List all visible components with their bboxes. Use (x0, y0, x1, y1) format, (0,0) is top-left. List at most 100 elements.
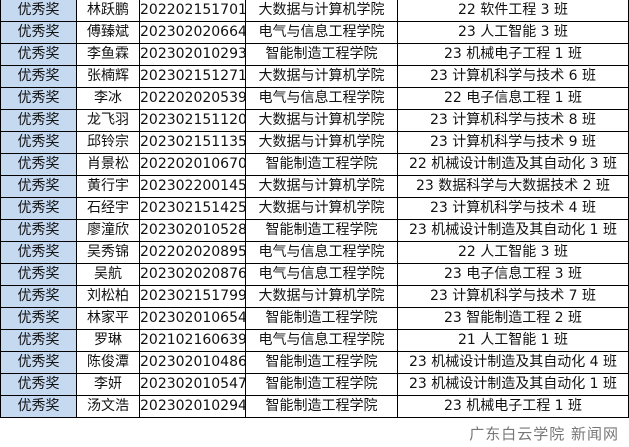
award-cell: 优秀奖 (0, 131, 77, 154)
award-cell: 优秀奖 (0, 109, 77, 132)
table-row: 优秀奖 吴航 202302020876 电气与信息工程学院 23 电子信息工程 3 班 (0, 263, 629, 286)
college-cell: 电气与信息工程学院 (245, 329, 398, 352)
student-id-cell: 202302151425 (139, 197, 246, 220)
name-cell: 张楠辉 (76, 65, 140, 88)
name-cell: 刘松柏 (76, 285, 140, 308)
award-cell: 优秀奖 (0, 219, 77, 242)
table-row: 优秀奖 邱铃宗 202302151135 大数据与计算机学院 23 计算机科学与技术 9… (0, 131, 629, 154)
award-cell: 优秀奖 (0, 329, 77, 352)
student-id-cell: 202302010486 (139, 351, 246, 374)
table-body: 优秀奖 林跃鹏 202202151701 大数据与计算机学院 22 软件工程 3 班优秀… (0, 0, 629, 418)
student-id-cell: 202302010294 (139, 395, 246, 418)
college-cell: 电气与信息工程学院 (245, 21, 398, 44)
college-cell: 电气与信息工程学院 (245, 87, 398, 110)
student-id-cell: 202202010670 (139, 153, 246, 176)
student-id-cell: 202102160639 (139, 329, 246, 352)
award-cell: 优秀奖 (0, 65, 77, 88)
award-cell: 优秀奖 (0, 87, 77, 110)
award-cell: 优秀奖 (0, 241, 77, 264)
award-cell: 优秀奖 (0, 153, 77, 176)
college-cell: 智能制造工程学院 (245, 153, 398, 176)
name-cell: 吴秀锦 (76, 241, 140, 264)
class-cell: 23 机械设计制造及其自动化 1 班 (397, 373, 629, 396)
student-id-cell: 202302151135 (139, 131, 246, 154)
table-row: 优秀奖 陈俊潭 202302010486 智能制造工程学院 23 机械设计制造及其自动化… (0, 351, 629, 374)
student-id-cell: 202302020876 (139, 263, 246, 286)
student-id-cell: 202302010528 (139, 219, 246, 242)
college-cell: 大数据与计算机学院 (245, 65, 398, 88)
class-cell: 23 人工智能 3 班 (397, 21, 629, 44)
class-cell: 22 人工智能 3 班 (397, 241, 629, 264)
class-cell: 23 机械电子工程 1 班 (397, 43, 629, 66)
college-cell: 大数据与计算机学院 (245, 285, 398, 308)
class-cell: 23 机械电子工程 1 班 (397, 395, 629, 418)
award-cell: 优秀奖 (0, 197, 77, 220)
class-cell: 23 数据科学与大数据技术 2 班 (397, 175, 629, 198)
table-row: 优秀奖 张楠辉 202302151271 大数据与计算机学院 23 计算机科学与技术 6… (0, 65, 629, 88)
name-cell: 李鱼霖 (76, 43, 140, 66)
award-cell: 优秀奖 (0, 395, 77, 418)
college-cell: 智能制造工程学院 (245, 307, 398, 330)
college-cell: 大数据与计算机学院 (245, 175, 398, 198)
table-row: 优秀奖 汤文浩 202302010294 智能制造工程学院 23 机械电子工程 1 班 (0, 395, 629, 418)
class-cell: 23 计算机科学与技术 4 班 (397, 197, 629, 220)
name-cell: 黄行宇 (76, 175, 140, 198)
student-id-cell: 202202020895 (139, 241, 246, 264)
class-cell: 23 智能制造工程 2 班 (397, 307, 629, 330)
award-cell: 优秀奖 (0, 351, 77, 374)
table-row: 优秀奖 罗琳 202102160639 电气与信息工程学院 21 人工智能 1 班 (0, 329, 629, 352)
class-cell: 23 计算机科学与技术 7 班 (397, 285, 629, 308)
student-id-cell: 202302151120 (139, 109, 246, 132)
student-id-cell: 202302200145 (139, 175, 246, 198)
name-cell: 肖景松 (76, 153, 140, 176)
class-cell: 23 计算机科学与技术 6 班 (397, 65, 629, 88)
table-row: 优秀奖 廖潼欣 202302010528 智能制造工程学院 23 机械设计制造及其自动化… (0, 219, 629, 242)
name-cell: 李冰 (76, 87, 140, 110)
college-cell: 智能制造工程学院 (245, 395, 398, 418)
table-row: 优秀奖 吴秀锦 202202020895 电气与信息工程学院 22 人工智能 3 班 (0, 241, 629, 264)
award-cell: 优秀奖 (0, 263, 77, 286)
class-cell: 22 电子信息工程 1 班 (397, 87, 629, 110)
table-row: 优秀奖 黄行宇 202302200145 大数据与计算机学院 23 数据科学与大数据技术… (0, 175, 629, 198)
student-id-cell: 202302010547 (139, 373, 246, 396)
award-cell: 优秀奖 (0, 285, 77, 308)
student-id-cell: 202202020539 (139, 87, 246, 110)
college-cell: 大数据与计算机学院 (245, 0, 398, 22)
student-id-cell: 202202151701 (139, 0, 246, 22)
name-cell: 汤文浩 (76, 395, 140, 418)
student-id-cell: 202302010293 (139, 43, 246, 66)
college-cell: 大数据与计算机学院 (245, 131, 398, 154)
table-row: 优秀奖 傅臻斌 202302020664 电气与信息工程学院 23 人工智能 3 班 (0, 21, 629, 44)
class-cell: 22 软件工程 3 班 (397, 0, 629, 22)
student-id-cell: 202302010654 (139, 307, 246, 330)
award-list-table: 优秀奖 林跃鹏 202202151701 大数据与计算机学院 22 软件工程 3 班优秀… (0, 0, 629, 418)
award-cell: 优秀奖 (0, 373, 77, 396)
table-row: 优秀奖 刘松柏 202302151799 大数据与计算机学院 23 计算机科学与技术 7… (0, 285, 629, 308)
student-id-cell: 202302151271 (139, 65, 246, 88)
table-row: 优秀奖 李鱼霖 202302010293 智能制造工程学院 23 机械电子工程 1 班 (0, 43, 629, 66)
college-cell: 电气与信息工程学院 (245, 241, 398, 264)
name-cell: 林家平 (76, 307, 140, 330)
class-cell: 23 计算机科学与技术 8 班 (397, 109, 629, 132)
table-row: 优秀奖 李妍 202302010547 智能制造工程学院 23 机械设计制造及其自动化 … (0, 373, 629, 396)
table-row: 优秀奖 石经宇 202302151425 大数据与计算机学院 23 计算机科学与技术 4… (0, 197, 629, 220)
college-cell: 大数据与计算机学院 (245, 109, 398, 132)
name-cell: 陈俊潭 (76, 351, 140, 374)
name-cell: 廖潼欣 (76, 219, 140, 242)
college-cell: 大数据与计算机学院 (245, 197, 398, 220)
class-cell: 23 机械设计制造及其自动化 1 班 (397, 219, 629, 242)
college-cell: 智能制造工程学院 (245, 351, 398, 374)
college-cell: 智能制造工程学院 (245, 219, 398, 242)
name-cell: 石经宇 (76, 197, 140, 220)
name-cell: 吴航 (76, 263, 140, 286)
student-id-cell: 202302151799 (139, 285, 246, 308)
name-cell: 林跃鹏 (76, 0, 140, 22)
award-cell: 优秀奖 (0, 43, 77, 66)
watermark: 广东白云学院 新闻网 (469, 425, 619, 443)
award-cell: 优秀奖 (0, 307, 77, 330)
award-cell: 优秀奖 (0, 175, 77, 198)
college-cell: 智能制造工程学院 (245, 43, 398, 66)
class-cell: 23 计算机科学与技术 9 班 (397, 131, 629, 154)
table-row: 优秀奖 龙飞羽 202302151120 大数据与计算机学院 23 计算机科学与技术 8… (0, 109, 629, 132)
name-cell: 罗琳 (76, 329, 140, 352)
